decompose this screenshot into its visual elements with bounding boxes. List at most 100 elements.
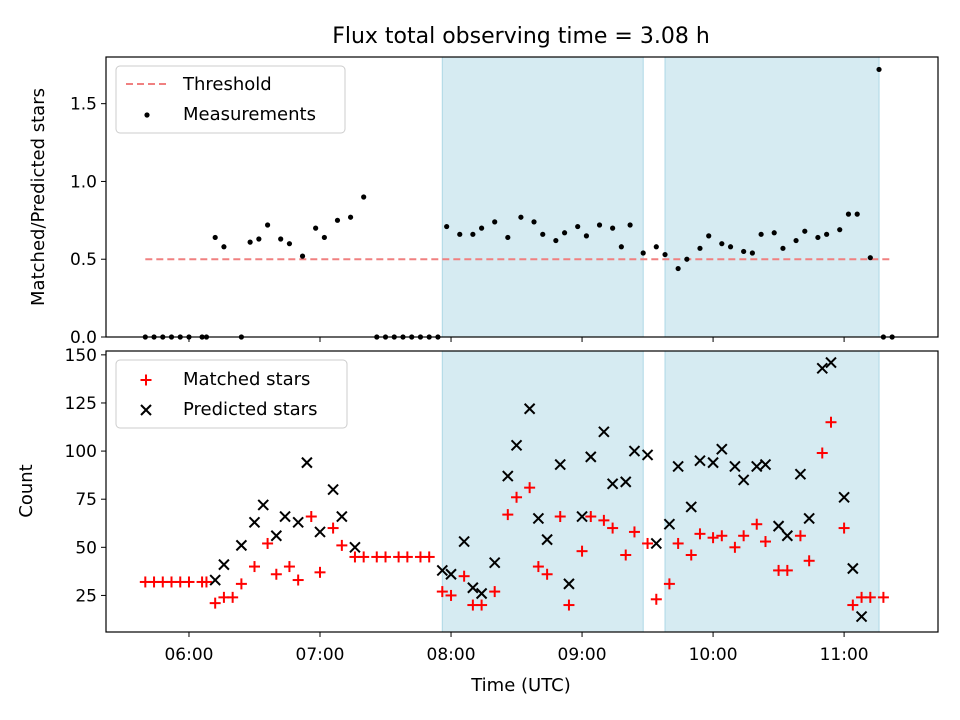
x-tick-label: 08:00 bbox=[427, 645, 476, 665]
matched-star-marker bbox=[838, 522, 850, 534]
matched-star-marker bbox=[816, 447, 828, 459]
measurement-point bbox=[321, 234, 327, 241]
measurement-point bbox=[780, 245, 786, 251]
matched-star-marker bbox=[576, 545, 588, 557]
matched-star-marker bbox=[541, 568, 553, 580]
predicted-star-marker bbox=[314, 526, 326, 538]
measurement-point bbox=[610, 225, 616, 231]
measurement-point bbox=[802, 228, 808, 234]
matched-star-marker bbox=[248, 561, 260, 573]
measurement-point bbox=[627, 222, 633, 228]
predicted-star-marker bbox=[672, 460, 684, 473]
legend-matched-swatch bbox=[140, 374, 152, 386]
matched-star-marker bbox=[794, 530, 806, 542]
predicted-star-marker bbox=[825, 356, 837, 369]
matched-star-marker bbox=[759, 536, 771, 548]
legend-measurement-label: Measurements bbox=[183, 104, 316, 125]
measurement-point bbox=[212, 234, 218, 241]
predicted-star-marker bbox=[606, 478, 619, 490]
predicted-star-marker bbox=[235, 539, 248, 552]
predicted-star-marker bbox=[327, 483, 339, 496]
ratio-panel: 0.0 0.5 1.0 1.5 Matched/Predicted stars Thr… bbox=[28, 56, 939, 348]
measurement-point bbox=[518, 214, 524, 220]
predicted-star-marker bbox=[781, 530, 794, 542]
legend-predicted-swatch bbox=[140, 404, 152, 416]
measurement-point bbox=[758, 231, 764, 237]
count-y-tick-label: 125 bbox=[65, 394, 97, 414]
predicted-star-marker bbox=[292, 516, 304, 529]
observing-window bbox=[664, 350, 880, 633]
x-tick-label: 09:00 bbox=[558, 645, 607, 665]
matched-star-marker bbox=[209, 597, 221, 609]
count-y-tick-label: 100 bbox=[65, 442, 97, 462]
measurement-point bbox=[771, 230, 777, 236]
ratio-plot-frame bbox=[105, 56, 939, 338]
matched-star-marker bbox=[803, 555, 815, 567]
ratio-x-ticks bbox=[188, 337, 845, 342]
matched-star-marker bbox=[327, 522, 339, 534]
matched-star-marker bbox=[694, 528, 706, 540]
matched-star-marker bbox=[672, 537, 684, 549]
measurement-point bbox=[837, 227, 843, 233]
matched-star-marker bbox=[476, 599, 488, 611]
measurement-point bbox=[479, 225, 485, 231]
measurement-point bbox=[824, 231, 830, 237]
matched-star-marker bbox=[620, 549, 632, 561]
predicted-star-marker bbox=[772, 520, 785, 532]
measurement-point bbox=[457, 231, 463, 237]
legend-threshold-label: Threshold bbox=[182, 74, 272, 95]
legend-matched-label: Matched stars bbox=[183, 369, 310, 390]
measurement-point bbox=[653, 244, 659, 250]
predicted-star-marker bbox=[751, 460, 763, 473]
predicted-star-marker bbox=[257, 499, 269, 511]
ratio-legend-box bbox=[115, 65, 346, 134]
measurement-point bbox=[531, 219, 537, 225]
predicted-star-marker bbox=[794, 468, 807, 480]
matched-star-marker bbox=[751, 518, 763, 530]
matched-star-marker bbox=[877, 591, 889, 603]
predicted-star-marker bbox=[716, 443, 728, 455]
legend-predicted-label: Predicted stars bbox=[183, 399, 317, 420]
matched-star-marker bbox=[458, 570, 470, 582]
predicted-star-marker bbox=[759, 458, 772, 471]
count-y-axis-label: Count bbox=[16, 464, 37, 517]
measurement-point bbox=[741, 248, 747, 255]
measurement-point bbox=[247, 239, 253, 245]
measurement-point bbox=[575, 223, 581, 230]
measurement-point bbox=[675, 265, 681, 272]
measurement-point bbox=[719, 241, 725, 247]
measurement-point bbox=[313, 225, 319, 231]
count-observing-windows bbox=[441, 350, 880, 633]
observing-window bbox=[441, 350, 644, 633]
measurement-point bbox=[845, 211, 852, 217]
ratio-y-tick-label: 0.0 bbox=[70, 328, 97, 348]
count-panel: 25 50 75 100 125 150 06:00 07:00 08:00 09:00 10:0… bbox=[16, 346, 939, 696]
matched-star-marker bbox=[336, 539, 348, 551]
measurement-point bbox=[444, 223, 450, 230]
measurement-point bbox=[876, 66, 882, 73]
matched-star-marker bbox=[235, 578, 247, 590]
measurement-point bbox=[505, 234, 511, 241]
observing-window bbox=[441, 56, 644, 338]
matched-star-marker bbox=[642, 537, 654, 549]
predicted-star-marker bbox=[803, 512, 815, 525]
matched-star-marker bbox=[729, 541, 741, 553]
observing-window bbox=[664, 56, 880, 338]
matched-star-marker bbox=[183, 576, 195, 588]
predicted-star-marker bbox=[663, 518, 676, 530]
x-tick-label: 07:00 bbox=[296, 645, 345, 665]
predicted-star-marker bbox=[248, 516, 261, 529]
predicted-star-marker bbox=[628, 445, 641, 457]
ratio-y-tick-label: 1.5 bbox=[70, 95, 97, 115]
matched-star-marker bbox=[200, 576, 212, 588]
predicted-star-marker bbox=[510, 439, 523, 452]
matched-star-marker bbox=[707, 532, 719, 544]
predicted-star-marker bbox=[458, 535, 470, 548]
ratio-y-axis-label: Matched/Predicted stars bbox=[28, 88, 49, 306]
measurement-point bbox=[706, 233, 712, 239]
matched-star-marker bbox=[738, 530, 750, 542]
matched-star-marker bbox=[524, 482, 536, 494]
measurement-point bbox=[470, 231, 476, 237]
predicted-star-marker bbox=[576, 510, 588, 523]
